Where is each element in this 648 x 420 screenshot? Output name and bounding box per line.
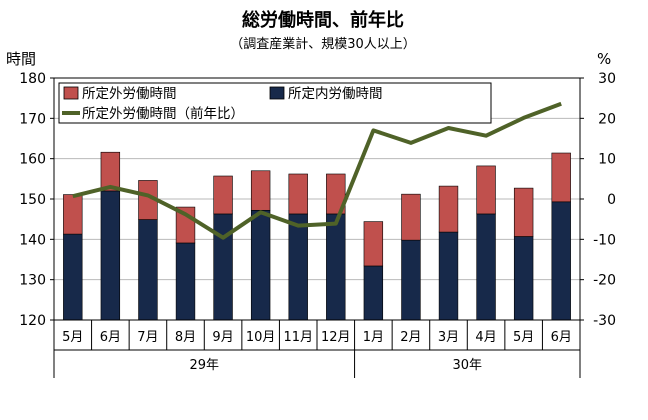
bar-overtime — [250, 170, 271, 211]
bar-overtime — [363, 221, 384, 267]
x-tick-label: 12月 — [321, 330, 351, 345]
x-tick-label: 8月 — [175, 330, 196, 345]
x-tick-label: 10月 — [246, 330, 276, 345]
bar-overtime — [213, 175, 233, 215]
bar-scheduled — [551, 201, 571, 321]
bar-scheduled — [63, 233, 83, 321]
x-tick-label: 5月 — [62, 330, 83, 345]
y-right-tick-label: 0 — [607, 192, 616, 208]
legend-label-yoy: 所定外労働時間（前年比） — [82, 105, 244, 122]
bar-scheduled — [326, 213, 346, 321]
legend: 所定外労働時間 所定内労働時間 所定外労働時間（前年比） — [58, 82, 492, 124]
bar-overtime — [551, 152, 571, 203]
bar-series — [63, 151, 571, 321]
y-right-tick-label: 20 — [598, 111, 616, 127]
y-left-tick-label: 160 — [19, 152, 46, 168]
year-label: 29年 — [190, 358, 220, 373]
y-right-tick-label: 30 — [598, 71, 616, 87]
y-left-tick-label: 140 — [19, 232, 46, 248]
bar-scheduled — [401, 239, 421, 321]
y-left-axis-title: 時間 — [6, 50, 36, 68]
chart-title: 総労働時間、前年比 — [242, 9, 404, 31]
y-right-axis-title: % — [597, 50, 611, 68]
bar-overtime — [288, 173, 308, 215]
bar-scheduled — [438, 231, 459, 321]
legend-label-scheduled: 所定内労働時間 — [288, 86, 383, 102]
bar-scheduled — [100, 190, 121, 321]
y-right-tick-label: 10 — [598, 152, 616, 168]
x-tick-label: 3月 — [438, 330, 459, 345]
bar-scheduled — [363, 265, 384, 321]
bar-scheduled — [513, 236, 534, 321]
x-tick-label: 6月 — [551, 330, 572, 345]
yoy-line — [72, 101, 562, 240]
bar-overtime — [401, 193, 421, 241]
bar-overtime — [326, 173, 346, 215]
y-right-axis: -30 -20 -10 0 10 20 30 — [580, 71, 616, 329]
x-tick-label: 5月 — [513, 330, 534, 345]
y-left-tick-label: 130 — [19, 273, 46, 289]
x-tick-label: 9月 — [212, 330, 233, 345]
bar-scheduled — [288, 213, 308, 321]
legend-swatch-scheduled — [269, 86, 285, 100]
x-tick-label: 6月 — [100, 330, 121, 345]
x-tick-label: 4月 — [475, 330, 496, 345]
year-label: 30年 — [453, 358, 483, 373]
legend-label-overtime: 所定外労働時間 — [82, 86, 177, 102]
y-right-tick-label: -30 — [593, 313, 616, 329]
y-left-tick-label: 180 — [19, 71, 46, 87]
bar-scheduled — [175, 242, 196, 321]
bar-scheduled — [138, 219, 158, 321]
y-left-tick-label: 150 — [19, 192, 46, 208]
x-axis: 5月 6月 7月 8月 9月 10月 11月 12月 1月 2月 3月 4月 5月 6月 — [53, 320, 581, 351]
y-right-tick-label: -10 — [593, 232, 616, 248]
y-left-tick-label: 170 — [19, 111, 46, 127]
bar-overtime — [100, 151, 121, 192]
bar-overtime — [438, 185, 459, 233]
bar-overtime — [513, 187, 534, 237]
x-tick-label: 1月 — [363, 330, 384, 345]
bar-scheduled — [250, 209, 271, 321]
chart-subtitle: （調査産業計、規模30人以上） — [230, 36, 416, 52]
legend-swatch-overtime — [63, 86, 79, 100]
y-right-tick-label: -20 — [593, 273, 616, 289]
year-axis: 29年 30年 — [53, 350, 581, 378]
bar-scheduled — [213, 213, 233, 321]
bar-scheduled — [476, 213, 496, 321]
x-tick-label: 2月 — [400, 330, 421, 345]
bar-overtime — [63, 194, 83, 235]
y-left-tick-label: 120 — [19, 313, 46, 329]
y-left-axis: 120 130 140 150 160 170 180 — [19, 71, 54, 329]
x-tick-label: 7月 — [137, 330, 158, 345]
x-tick-label: 11月 — [283, 330, 313, 345]
bar-overtime — [476, 165, 496, 215]
